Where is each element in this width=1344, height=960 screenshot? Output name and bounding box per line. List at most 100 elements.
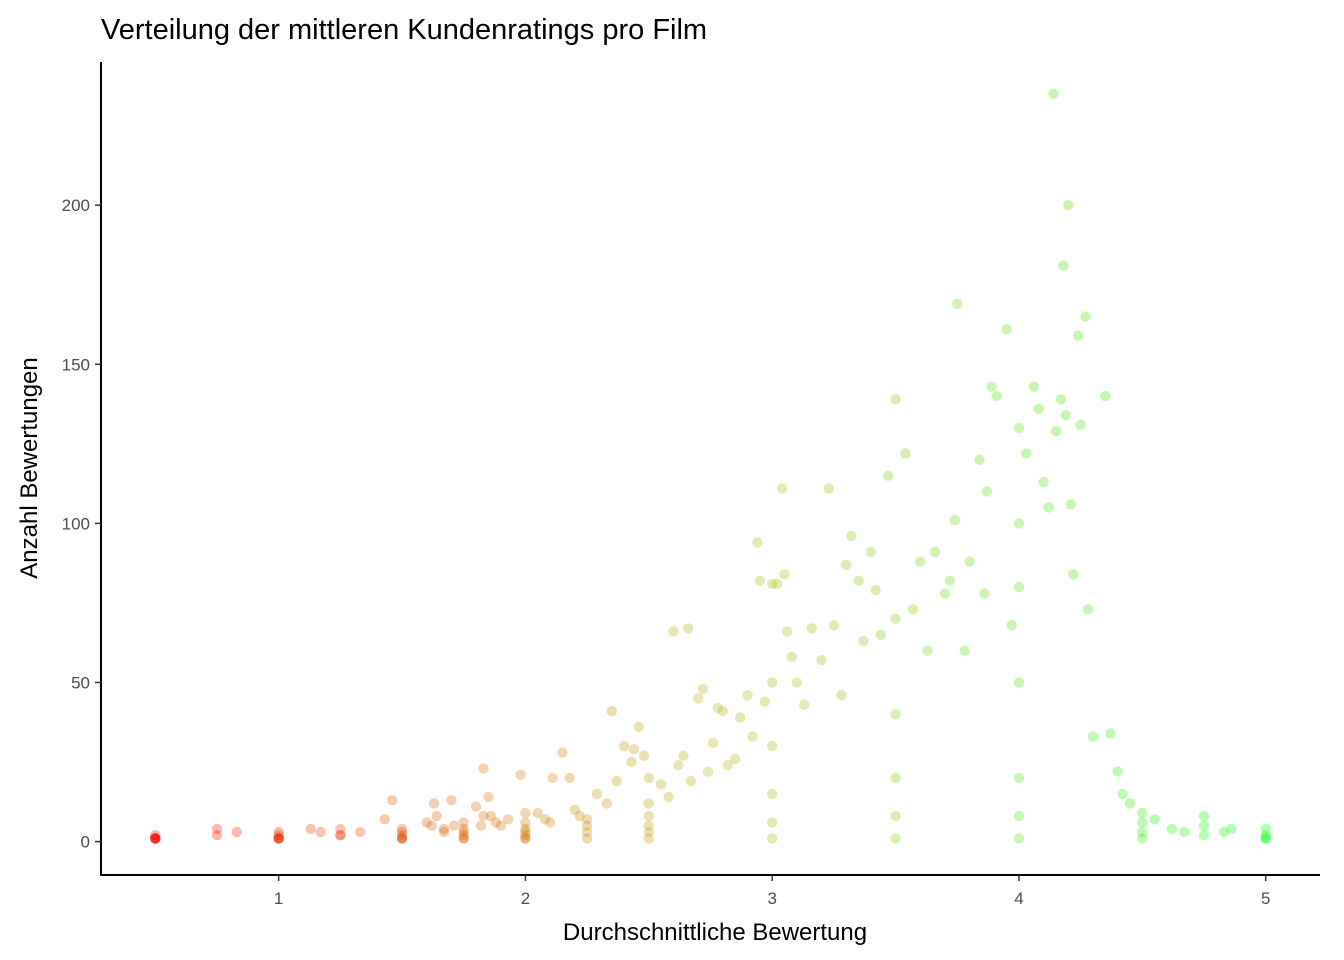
data-point — [643, 798, 654, 809]
y-tick-label: 200 — [62, 196, 90, 215]
y-tick-label: 50 — [71, 673, 90, 692]
data-point — [1028, 381, 1040, 392]
y-ticks: 0 50 100 150 200 — [62, 196, 101, 852]
data-point — [478, 763, 489, 774]
data-point — [478, 810, 489, 822]
data-point — [870, 585, 881, 596]
data-point — [944, 575, 956, 586]
y-tick-label: 150 — [62, 355, 90, 374]
data-point — [702, 766, 714, 777]
data-point — [354, 826, 366, 838]
data-point — [986, 381, 997, 392]
data-point — [557, 747, 568, 758]
data-point — [767, 788, 778, 800]
y-tick-label: 100 — [62, 514, 90, 533]
y-axis-label: Anzahl Bewertungen — [16, 357, 43, 578]
data-point — [564, 772, 575, 784]
data-point — [643, 826, 654, 838]
data-point — [396, 833, 408, 844]
data-point — [1006, 620, 1017, 631]
data-point — [890, 772, 901, 784]
data-point — [759, 696, 770, 707]
data-point — [532, 807, 543, 819]
data-point — [1105, 728, 1116, 739]
data-point — [767, 677, 778, 688]
data-point — [974, 454, 985, 465]
data-point — [446, 795, 457, 806]
data-point — [952, 298, 963, 309]
data-point — [633, 721, 645, 733]
data-point — [791, 677, 803, 688]
data-point — [1013, 422, 1025, 434]
y-tick-label: 0 — [81, 833, 90, 852]
data-point — [816, 655, 827, 666]
data-point — [150, 830, 161, 841]
data-point — [606, 705, 617, 717]
data-point — [581, 833, 593, 844]
data-point — [673, 760, 684, 771]
data-point — [979, 588, 990, 599]
data-point — [655, 779, 667, 790]
data-point — [890, 709, 901, 720]
data-point — [1226, 823, 1237, 835]
data-point — [396, 833, 408, 844]
data-point — [335, 830, 346, 841]
data-point — [949, 515, 960, 526]
data-point — [1112, 766, 1123, 777]
data-point — [767, 578, 778, 589]
data-point — [767, 740, 778, 752]
data-point — [730, 753, 741, 765]
data-point — [1137, 807, 1148, 819]
data-point — [1021, 448, 1032, 459]
data-point — [396, 833, 408, 844]
data-point — [305, 823, 316, 835]
data-point — [1137, 817, 1148, 828]
chart-title: Verteilung der mittleren Kundenratings p… — [101, 14, 707, 46]
data-point — [883, 470, 894, 481]
data-point — [273, 833, 284, 844]
data-point — [865, 546, 877, 558]
data-point — [846, 530, 857, 542]
data-point — [1137, 833, 1148, 844]
data-point — [520, 833, 531, 844]
data-point — [1073, 330, 1084, 341]
data-point — [890, 394, 901, 405]
data-point — [1050, 425, 1062, 437]
data-point — [754, 575, 766, 586]
data-point — [1013, 581, 1025, 593]
data-point — [964, 556, 975, 567]
data-point — [767, 817, 778, 828]
data-point — [626, 756, 637, 768]
data-point — [1063, 200, 1074, 211]
data-point — [421, 817, 432, 828]
data-point — [396, 826, 408, 838]
data-point — [1001, 324, 1012, 335]
data-point — [1087, 731, 1099, 742]
data-point — [1013, 518, 1025, 529]
data-point — [1013, 833, 1025, 844]
data-point — [1043, 502, 1054, 513]
data-point — [335, 830, 346, 841]
data-point — [959, 645, 970, 656]
x-tick-label: 5 — [1261, 889, 1270, 908]
data-point — [1218, 826, 1230, 838]
data-point — [776, 483, 788, 494]
data-point — [470, 801, 482, 812]
data-point — [643, 833, 654, 844]
x-tick-label: 1 — [274, 889, 283, 908]
data-point — [581, 820, 593, 831]
data-point — [1060, 410, 1072, 421]
data-point — [747, 731, 758, 742]
data-point — [591, 788, 603, 800]
data-point — [939, 588, 951, 599]
data-point — [929, 546, 941, 558]
data-point — [742, 690, 753, 701]
data-point — [379, 814, 390, 825]
data-point — [1137, 826, 1148, 838]
data-point — [722, 760, 733, 771]
data-point — [396, 830, 408, 841]
data-point — [520, 807, 531, 819]
data-point — [712, 702, 724, 714]
data-point — [1260, 833, 1271, 844]
data-point — [574, 810, 585, 822]
